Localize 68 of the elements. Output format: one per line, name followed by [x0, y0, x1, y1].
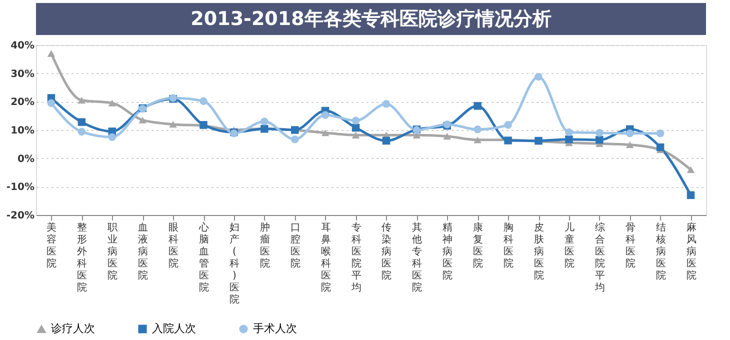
point — [626, 130, 634, 138]
point — [474, 136, 482, 144]
point — [596, 136, 604, 144]
y-tick-label: 30% — [10, 68, 34, 80]
x-tick-label: 肿瘤医院 — [260, 222, 270, 270]
x-tick-label: 眼科医院 — [168, 222, 179, 270]
point — [474, 102, 482, 110]
x-tick-label: 其他专科医院 — [412, 222, 422, 294]
point — [47, 99, 56, 107]
y-tick-label: 40% — [10, 40, 34, 52]
point — [352, 132, 360, 138]
legend-label: 手术人次 — [253, 322, 297, 335]
point — [321, 129, 330, 136]
point — [169, 120, 177, 128]
x-tick-label: 专科医院平均 — [350, 222, 362, 294]
point — [534, 72, 542, 81]
point — [352, 124, 360, 132]
x-tick-label: 心脑血管医院 — [198, 222, 209, 294]
x-tick-label: 结核病医院 — [654, 222, 666, 282]
point — [200, 97, 208, 105]
point — [78, 96, 86, 104]
legend-label: 诊疗人次 — [51, 322, 95, 336]
x-tick-label: 血液病医院 — [138, 222, 148, 282]
point — [78, 128, 86, 136]
x-tick-label: 口腔医院 — [290, 222, 300, 270]
legend-label: 入院人次 — [152, 322, 196, 335]
point — [382, 100, 390, 108]
x-tick-label: 精神病医院 — [442, 222, 453, 282]
point — [686, 191, 695, 200]
point — [352, 116, 360, 125]
point — [47, 50, 56, 57]
y-tick-label: 0% — [18, 154, 34, 165]
point — [108, 100, 116, 106]
y-tick-label: 20% — [10, 97, 34, 108]
point — [78, 118, 86, 126]
x-tick-label: 儿童医院 — [564, 222, 574, 270]
x-tick-label: 综合医院平均 — [594, 222, 605, 294]
x-tick-label: 骨科医院 — [625, 222, 636, 270]
point — [290, 135, 299, 144]
x-tick-label: 传染病医院 — [382, 222, 392, 282]
point — [626, 141, 634, 148]
point — [656, 143, 664, 152]
chart-title: 2013-2018年各类专科医院诊疗情况分析 — [190, 8, 552, 30]
point — [474, 126, 482, 134]
x-tick-label: 胸科医院 — [504, 222, 514, 270]
point — [596, 128, 604, 137]
point — [565, 135, 573, 144]
point — [443, 132, 452, 140]
x-tick-label: 麻风病医院 — [686, 222, 696, 282]
point — [138, 116, 146, 124]
point — [656, 130, 664, 138]
point — [260, 118, 268, 126]
y-tick-label: -20% — [6, 210, 34, 222]
x-tick-label: 职业病医院 — [108, 222, 118, 282]
x-tick-label: 皮肤病医院 — [534, 222, 544, 282]
point — [504, 121, 512, 129]
y-tick-label: 10% — [10, 126, 34, 136]
point — [108, 133, 116, 141]
point — [382, 136, 390, 145]
point — [321, 111, 330, 119]
x-tick-label: 美容医院 — [46, 222, 57, 270]
y-tick-label: -10% — [6, 182, 34, 194]
x-tick-label: 妇产(科)医院 — [229, 222, 240, 306]
x-tick-label: 整形外科医院 — [77, 222, 88, 294]
point — [565, 128, 573, 136]
x-tick-label: 康复医院 — [473, 222, 484, 270]
x-tick-label: 耳鼻喉科医院 — [320, 222, 331, 294]
point — [686, 166, 695, 174]
